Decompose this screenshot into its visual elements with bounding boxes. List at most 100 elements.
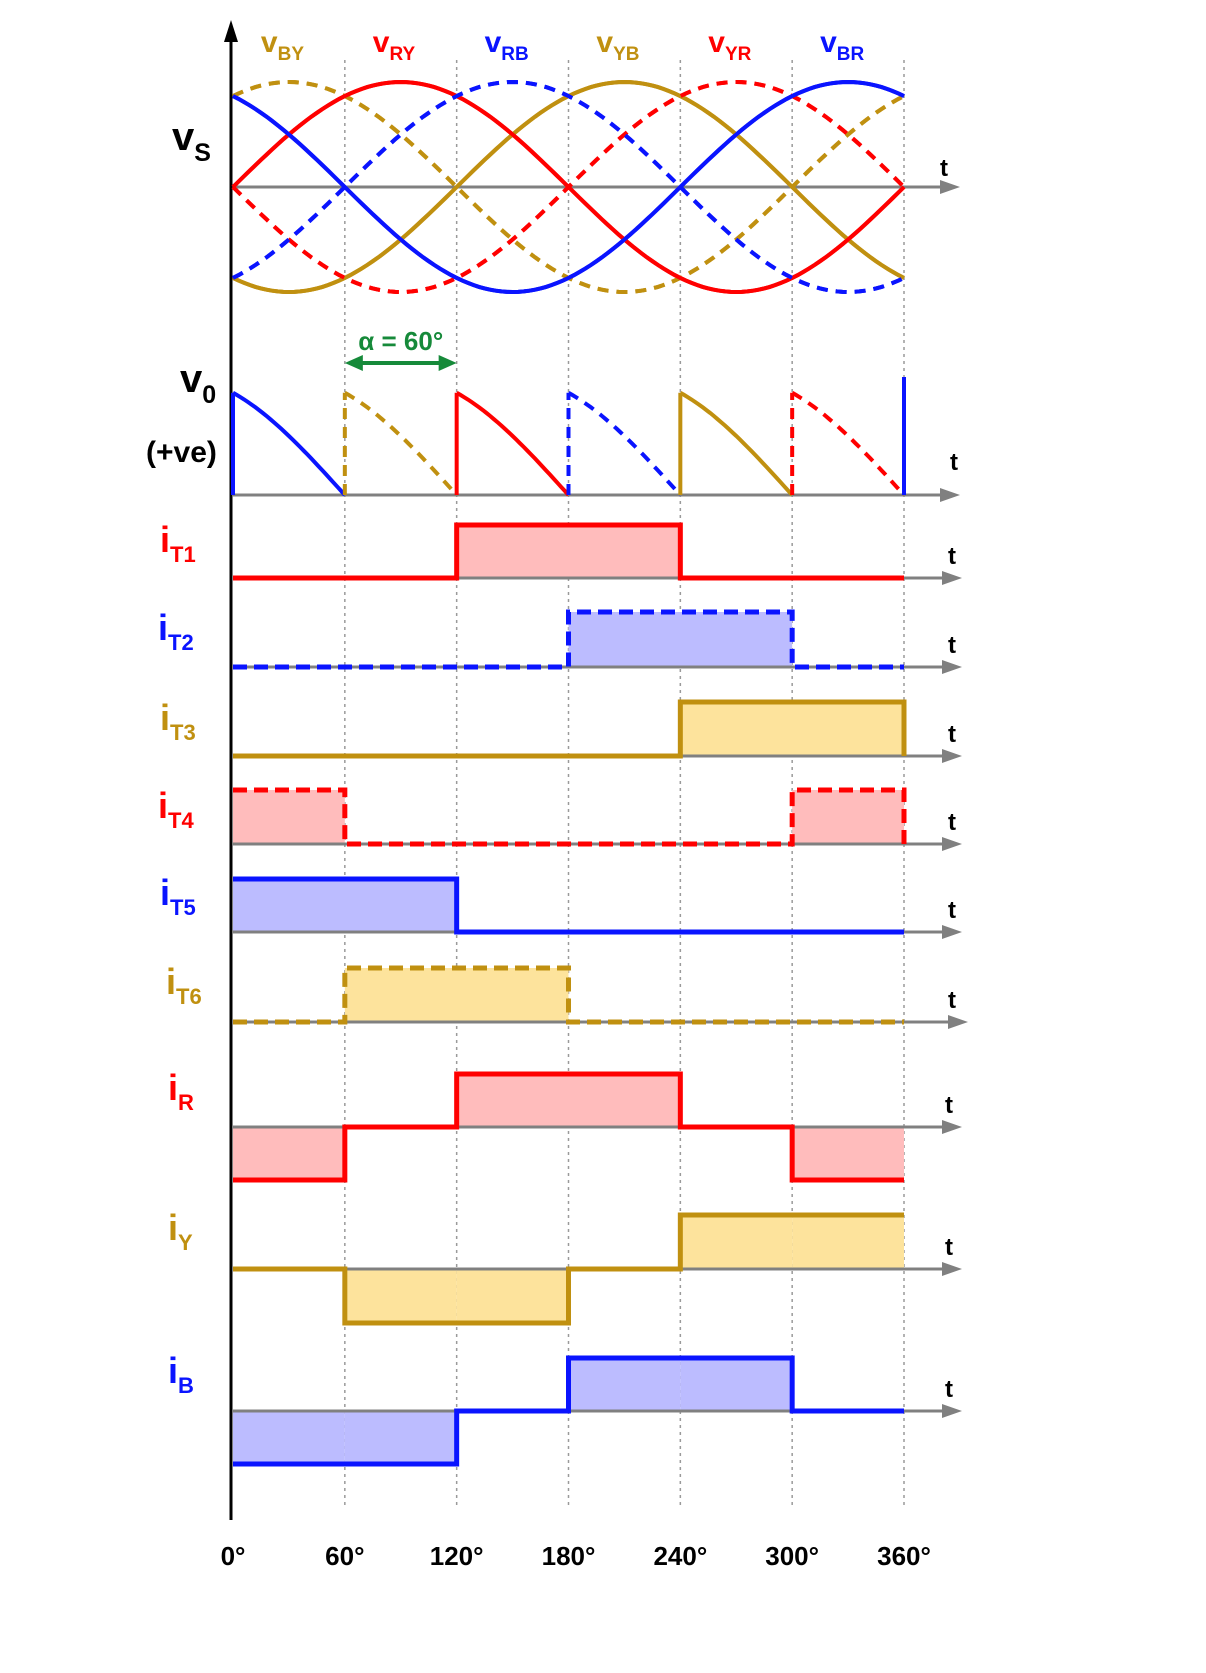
output-axis-arrow [940,488,960,502]
supply-curve-yr [231,79,906,295]
line-current-fill-y [680,1215,793,1269]
current-t2-t-label: t [948,632,956,659]
x-tick-label: 180° [542,1541,596,1571]
line-current-label-y-main: i [168,1207,178,1248]
line-current-y-t-label: t [945,1234,953,1261]
wave-label-br-sub: BR [837,44,865,65]
current-wave-t2 [233,609,904,670]
current-wave-t5 [233,876,904,935]
current-label-t5-sub: T5 [170,895,196,920]
line-current-label-b-main: i [168,1350,178,1391]
line-current-label-y: iY [168,1207,193,1255]
supply-axis-arrow [940,180,960,194]
current-t6-t-label: t [948,987,956,1014]
current-label-t4: iT4 [158,785,194,833]
line-current-r-t-label: t [945,1092,953,1119]
current-fill-t6 [344,968,569,1022]
current-label-t5: iT5 [160,872,196,920]
line-current-label-b-sub: B [178,1373,194,1398]
current-t1-t-label: t [948,543,956,570]
wave-label-yr-main: v [708,26,725,59]
wave-label-yr-sub: YR [725,44,752,65]
output-segment-br [232,391,347,497]
current-label-t6-sub: T6 [176,984,202,1009]
line-current-fill-y [792,1215,904,1269]
output-segment-yr [791,391,906,497]
current-label-t3-sub: T3 [170,720,196,745]
x-tick-label: 60° [325,1541,364,1571]
current-fill-t4 [792,790,904,844]
line-current-fill-y [456,1269,569,1323]
current-fill-t4 [233,790,345,844]
supply-axis-label-main: v [172,115,195,159]
wave-label-br-main: v [820,26,837,59]
current-label-t3: iT3 [160,697,196,745]
current-fill-t1 [456,525,681,578]
wave-label-by: vBY [261,26,304,65]
current-t1-axis-arrow [942,571,962,585]
line-current-label-b: iB [168,1350,194,1398]
current-fill-t2 [568,612,793,667]
output-axis-label-main: v [180,357,203,401]
current-label-t2-sub: T2 [168,630,194,655]
line-current-label-y-sub: Y [178,1230,193,1255]
line-current-y-axis-arrow [942,1262,962,1276]
current-label-t6-main: i [166,961,176,1002]
wave-label-ry-sub: RY [389,44,415,65]
wave-label-yb-main: v [596,26,613,59]
wave-label-rb: vRB [485,26,529,65]
line-current-wave-y [233,1212,904,1326]
x-tick-label: 360° [877,1541,931,1571]
current-label-t4-main: i [158,785,168,826]
current-fills [233,525,904,1464]
line-current-label-r-main: i [168,1067,178,1108]
line-current-fill-b [680,1358,793,1411]
wave-label-by-sub: BY [278,44,305,65]
output-axis-label: v0 [180,357,216,409]
current-label-t1-main: i [160,519,170,560]
line-current-fill-b [568,1358,681,1411]
current-t2-axis-arrow [942,660,962,674]
current-label-t1-sub: T1 [170,542,196,567]
current-wave-t6 [233,965,904,1025]
supply-curve-br [232,79,905,295]
current-t4-axis-arrow [942,837,962,851]
line-current-wave-b [233,1355,904,1467]
supply-t-label: t [940,155,948,182]
wave-label-yr: vYR [708,26,751,65]
line-current-b-axis-arrow [942,1404,962,1418]
line-current-r-axis-arrow [942,1120,962,1134]
x-tick-label: 0° [221,1541,246,1571]
current-t5-axis-arrow [942,925,962,939]
alpha-label: α = 60° [358,326,443,356]
x-tick-label: 240° [653,1541,707,1571]
curves [231,79,907,1467]
output-segment-yb [679,391,794,497]
wave-label-yb: vYB [596,26,639,65]
line-current-fill-b [233,1411,345,1464]
output-segment-ry [455,391,570,497]
line-current-label-r-sub: R [178,1090,194,1115]
line-current-b-t-label: t [945,1376,953,1403]
line-current-fill-r [456,1074,569,1127]
alpha-arrow-right-head [438,355,457,371]
output-polarity-label: (+ve) [146,436,217,469]
line-current-label-r: iR [168,1067,194,1115]
supply-axis-label-sub: S [194,139,211,167]
x-tick-label: 120° [430,1541,484,1571]
output-segment-rb [567,391,682,497]
output-segment-by [343,391,459,497]
wave-label-rb-sub: RB [501,44,528,65]
current-label-t6: iT6 [166,961,202,1009]
current-fill-t3 [680,702,904,756]
line-current-fill-r [233,1127,345,1180]
wave-label-ry: vRY [373,26,416,65]
wave-label-br: vBR [820,26,864,65]
wave-label-rb-main: v [485,26,502,59]
current-t5-t-label: t [948,897,956,924]
output-t-label: t [950,449,958,476]
wave-label-by-main: v [261,26,278,59]
alpha-arrow-left-head [344,355,363,371]
